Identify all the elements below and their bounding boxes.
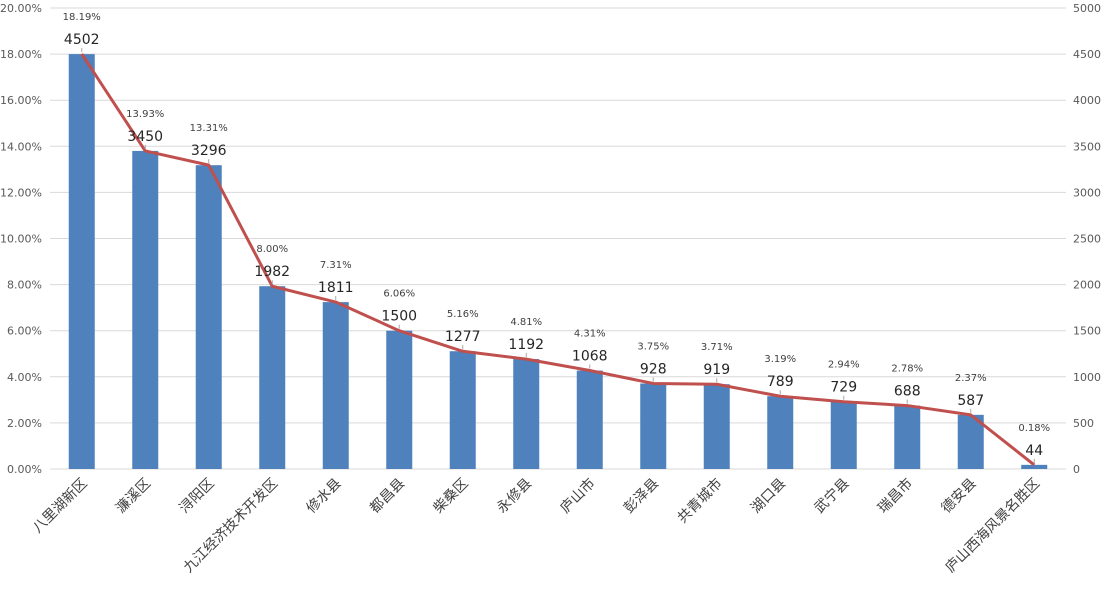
percent-label: 7.31% bbox=[320, 260, 352, 271]
percent-label: 3.75% bbox=[637, 341, 669, 352]
left-tick-label: 4.00% bbox=[7, 371, 42, 384]
right-axis: 0 500 1000 1500 2000 2500 3000 3500 4000 4500 5000 bbox=[1073, 2, 1101, 476]
left-tick-label: 16.00% bbox=[0, 94, 42, 107]
percent-label: 5.16% bbox=[447, 309, 479, 320]
right-tick-label: 4500 bbox=[1073, 48, 1101, 61]
bar bbox=[576, 370, 603, 469]
category-label: 柴桑区 bbox=[431, 476, 472, 517]
value-label: 3450 bbox=[127, 129, 163, 145]
bar bbox=[830, 401, 857, 469]
left-tick-label: 14.00% bbox=[0, 140, 42, 153]
data-labels: 18.19% 4502 13.93% 3450 13.31% 3296 8.00% 1982 7… bbox=[63, 12, 1050, 463]
left-tick-label: 6.00% bbox=[7, 325, 42, 338]
value-label: 919 bbox=[703, 362, 730, 378]
left-tick-label: 2.00% bbox=[7, 417, 42, 430]
bar bbox=[259, 286, 286, 469]
value-label: 587 bbox=[957, 393, 984, 409]
bar bbox=[195, 165, 222, 470]
category-label: 庐山市 bbox=[557, 475, 599, 517]
category-label: 瑞昌市 bbox=[874, 475, 916, 517]
value-label: 44 bbox=[1025, 443, 1043, 459]
category-label: 永修县 bbox=[494, 476, 535, 517]
line-path bbox=[80, 53, 1036, 467]
left-axis: 0.00% 2.00% 4.00% 6.00% 8.00% 10.00% 12.00% 14.… bbox=[0, 2, 42, 476]
right-tick-label: 5000 bbox=[1073, 2, 1101, 15]
right-tick-label: 500 bbox=[1073, 417, 1094, 430]
percent-label: 3.19% bbox=[764, 354, 796, 365]
value-label: 928 bbox=[640, 361, 667, 377]
left-tick-label: 10.00% bbox=[0, 233, 42, 246]
category-label: 八里湖新区 bbox=[30, 476, 91, 537]
category-label: 共青城市 bbox=[674, 475, 726, 527]
percent-label: 0.18% bbox=[1018, 423, 1050, 434]
bar bbox=[386, 330, 413, 469]
percent-label: 13.93% bbox=[126, 109, 164, 120]
right-tick-label: 3500 bbox=[1073, 140, 1101, 153]
left-tick-label: 18.00% bbox=[0, 48, 42, 61]
bar bbox=[703, 384, 730, 469]
bar bbox=[957, 414, 984, 469]
value-label: 1192 bbox=[508, 337, 544, 353]
bar bbox=[322, 302, 349, 469]
left-tick-label: 12.00% bbox=[0, 186, 42, 199]
right-tick-label: 1500 bbox=[1073, 325, 1101, 338]
category-label: 濂溪区 bbox=[112, 475, 154, 517]
category-label: 都昌县 bbox=[367, 476, 408, 517]
bar bbox=[68, 54, 95, 469]
category-label: 彭泽县 bbox=[621, 476, 662, 517]
percent-label: 2.37% bbox=[955, 373, 987, 384]
value-label: 1982 bbox=[254, 264, 290, 280]
category-label: 武宁县 bbox=[811, 475, 853, 517]
bar-series bbox=[68, 54, 1048, 470]
right-tick-label: 2500 bbox=[1073, 233, 1101, 246]
value-label: 729 bbox=[830, 380, 857, 396]
value-label: 688 bbox=[894, 384, 921, 400]
value-label: 1500 bbox=[381, 309, 417, 325]
percent-label: 8.00% bbox=[256, 244, 288, 255]
category-label: 浔阳区 bbox=[177, 476, 218, 517]
category-label: 修水县 bbox=[304, 476, 345, 517]
category-label: 湖口县 bbox=[748, 476, 789, 517]
bar bbox=[449, 351, 476, 469]
right-tick-label: 0 bbox=[1073, 463, 1080, 476]
bar bbox=[767, 396, 794, 469]
right-tick-label: 3000 bbox=[1073, 186, 1101, 199]
bar bbox=[640, 383, 667, 469]
right-tick-label: 4000 bbox=[1073, 94, 1101, 107]
percent-label: 3.71% bbox=[701, 342, 733, 353]
percent-label: 4.81% bbox=[510, 317, 542, 328]
percent-label: 2.94% bbox=[828, 360, 860, 371]
percent-label: 18.19% bbox=[63, 12, 101, 23]
line-series bbox=[80, 53, 1036, 467]
bar bbox=[894, 405, 921, 469]
value-label: 789 bbox=[767, 374, 794, 390]
left-tick-label: 20.00% bbox=[0, 2, 42, 15]
percent-label: 13.31% bbox=[190, 123, 228, 134]
value-label: 1068 bbox=[572, 349, 608, 365]
value-label: 3296 bbox=[191, 143, 227, 159]
left-tick-label: 8.00% bbox=[7, 279, 42, 292]
left-tick-label: 0.00% bbox=[7, 463, 42, 476]
bar bbox=[1021, 464, 1048, 469]
value-label: 1811 bbox=[318, 280, 354, 296]
value-label: 1277 bbox=[445, 329, 481, 345]
percent-label: 6.06% bbox=[383, 289, 415, 300]
right-tick-label: 1000 bbox=[1073, 371, 1101, 384]
bar bbox=[513, 359, 540, 469]
percent-label: 4.31% bbox=[574, 329, 606, 340]
category-label: 德安县 bbox=[939, 476, 980, 517]
value-label: 4502 bbox=[64, 32, 100, 48]
right-tick-label: 2000 bbox=[1073, 279, 1101, 292]
bar bbox=[132, 150, 159, 469]
percent-label: 2.78% bbox=[891, 364, 923, 375]
